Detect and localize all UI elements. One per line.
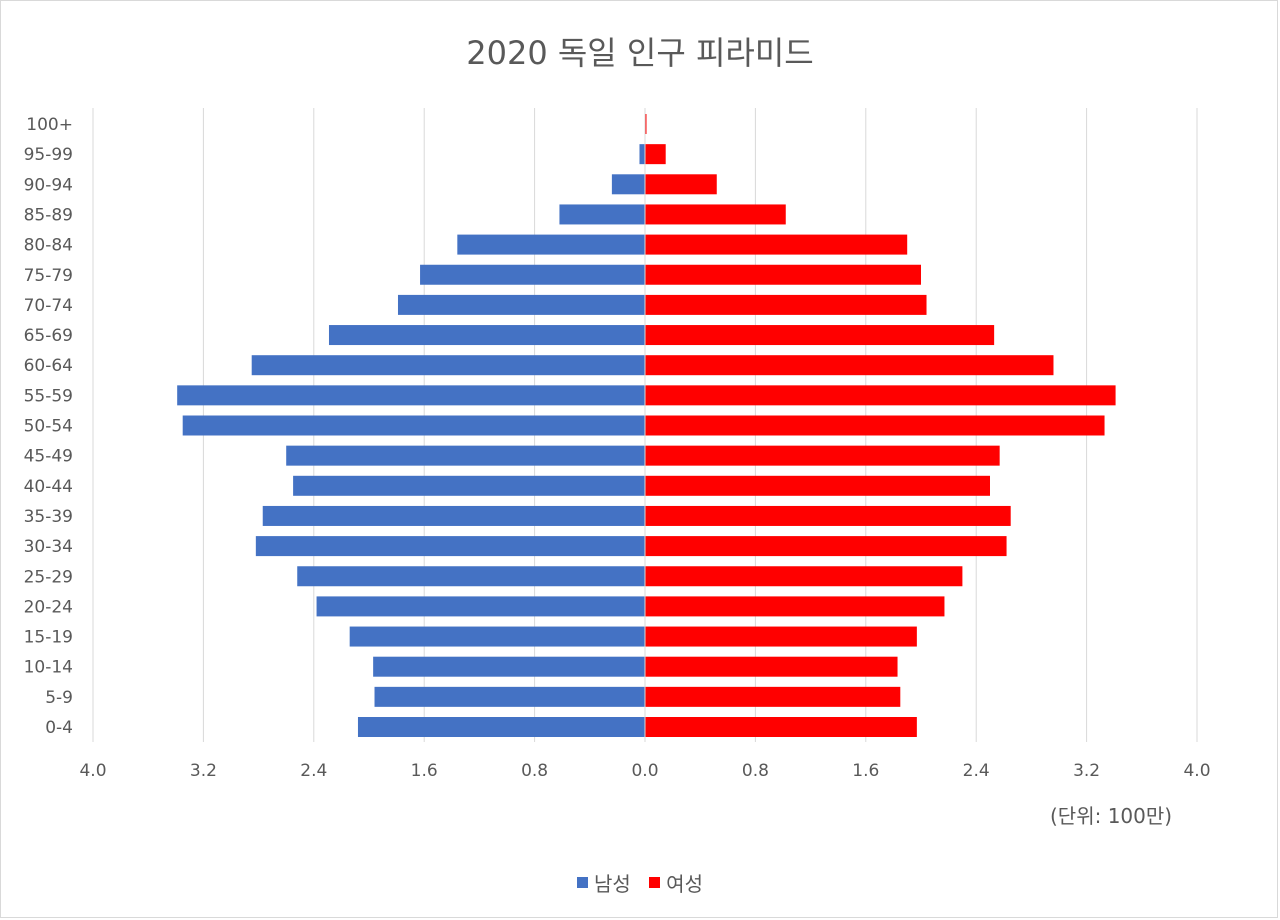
x-tick-label: 2.4 [300, 761, 327, 781]
x-tick-label: 0.8 [521, 761, 548, 781]
bar-female [645, 174, 717, 195]
category-label: 15-19 [24, 628, 73, 648]
bar-male [316, 596, 645, 617]
category-label: 90-94 [24, 175, 73, 195]
bar-female [645, 264, 921, 285]
category-label: 20-24 [24, 597, 73, 617]
bar-female [645, 566, 963, 587]
bar-female [645, 686, 901, 707]
bar-female [645, 325, 995, 346]
x-tick-label: 0.8 [742, 761, 769, 781]
category-label: 45-49 [24, 447, 73, 467]
category-label: 80-84 [24, 236, 73, 256]
unit-label: (단위: 100만) [1050, 804, 1173, 828]
chart-title: 2020 독일 인구 피라미드 [466, 34, 814, 72]
bar-female [645, 626, 917, 647]
bar-male [374, 686, 645, 707]
bar-male [255, 536, 645, 557]
bar-female [645, 475, 990, 496]
bar-male [349, 626, 645, 647]
legend: 남성 여성 [0, 868, 1280, 897]
legend-label-male: 남성 [594, 872, 631, 896]
bar-female [645, 204, 786, 225]
legend-item-male: 남성 [577, 868, 631, 897]
x-tick-label: 3.2 [1073, 761, 1100, 781]
bar-male [611, 174, 645, 195]
category-label: 30-34 [24, 537, 73, 557]
x-tick-label: 1.6 [852, 761, 879, 781]
category-label: 40-44 [24, 477, 73, 497]
bar-male [328, 325, 645, 346]
category-label: 60-64 [24, 356, 73, 376]
x-tick-label: 4.0 [1183, 761, 1210, 781]
bar-female [645, 656, 898, 677]
bar-male [297, 566, 645, 587]
legend-item-female: 여성 [649, 868, 703, 897]
bar-female [645, 536, 1007, 557]
bar-male [251, 355, 645, 376]
bar-male [559, 204, 645, 225]
bar-male [182, 415, 645, 436]
bar-female [645, 234, 908, 255]
bar-female [645, 144, 666, 165]
category-label: 100+ [26, 115, 73, 135]
category-label: 25-29 [24, 567, 73, 587]
category-label: 35-39 [24, 507, 73, 527]
category-label: 55-59 [24, 386, 73, 406]
bar-female [645, 385, 1116, 406]
x-tick-label: 4.0 [79, 761, 106, 781]
bar-male [262, 505, 645, 526]
bar-male [293, 475, 645, 496]
legend-swatch-female [649, 877, 661, 888]
category-label: 50-54 [24, 417, 73, 437]
category-label: 75-79 [24, 266, 73, 286]
bar-male [457, 234, 645, 255]
category-label: 70-74 [24, 296, 73, 316]
bar-female [645, 114, 647, 134]
legend-swatch-male [577, 877, 588, 888]
bar-male [397, 294, 645, 315]
bar-female [645, 355, 1054, 376]
x-tick-label: 3.2 [190, 761, 217, 781]
legend-label-female: 여성 [666, 872, 703, 896]
x-tick-label: 1.6 [411, 761, 438, 781]
category-label: 10-14 [24, 658, 73, 678]
bar-female [645, 415, 1105, 436]
bar-male [286, 445, 645, 466]
category-label: 0-4 [45, 718, 73, 738]
bar-female [645, 294, 927, 315]
bar-male [177, 385, 645, 406]
category-label: 5-9 [45, 688, 73, 708]
bar-male [357, 717, 645, 737]
bar-female [645, 505, 1011, 526]
category-label: 85-89 [24, 205, 73, 225]
bar-male [420, 264, 645, 285]
bar-female [645, 445, 1000, 466]
category-label: 65-69 [24, 326, 73, 346]
bar-female [645, 717, 917, 737]
bar-male [373, 656, 645, 677]
bar-male [639, 144, 645, 165]
x-tick-label: 0.0 [631, 761, 658, 781]
category-label: 95-99 [24, 145, 73, 165]
x-tick-label: 2.4 [963, 761, 990, 781]
bar-female [645, 596, 945, 617]
